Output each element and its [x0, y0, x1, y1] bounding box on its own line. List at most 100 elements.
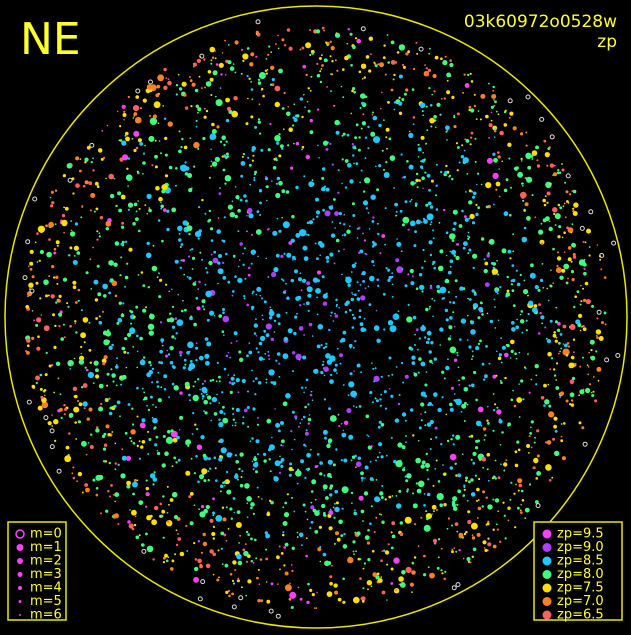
star — [269, 122, 272, 126]
star — [479, 339, 482, 343]
star — [394, 316, 397, 319]
star — [206, 271, 209, 274]
star — [249, 183, 252, 186]
star — [206, 393, 208, 396]
star — [398, 394, 401, 396]
star — [360, 476, 364, 480]
star — [307, 582, 310, 586]
star — [197, 107, 202, 112]
star — [401, 412, 407, 417]
star — [563, 422, 566, 425]
star — [596, 317, 599, 320]
star — [205, 81, 212, 87]
star — [587, 373, 590, 376]
star — [499, 130, 504, 136]
star — [367, 147, 370, 150]
star — [283, 511, 290, 518]
star — [449, 59, 453, 62]
star — [131, 527, 135, 531]
star — [428, 402, 432, 406]
star — [452, 234, 456, 238]
star — [483, 378, 486, 381]
star — [569, 392, 575, 398]
star — [458, 161, 461, 164]
star — [113, 513, 119, 519]
star — [70, 220, 72, 222]
star — [470, 136, 473, 139]
star — [369, 460, 372, 463]
star — [192, 412, 195, 415]
star — [267, 53, 270, 56]
star — [520, 157, 523, 160]
bright-star — [507, 98, 513, 104]
star — [527, 165, 532, 170]
star — [516, 318, 518, 321]
star — [333, 516, 336, 519]
star — [247, 273, 251, 277]
star — [43, 394, 46, 397]
star — [573, 202, 579, 208]
star — [225, 252, 228, 256]
magnitude-legend-box — [7, 521, 67, 621]
star — [73, 406, 80, 413]
star — [138, 440, 141, 443]
star — [127, 95, 130, 99]
star — [246, 516, 249, 518]
star — [315, 29, 321, 34]
star — [155, 93, 160, 98]
star — [534, 216, 537, 219]
star — [544, 399, 550, 405]
star — [374, 496, 381, 503]
star — [307, 422, 310, 425]
star — [428, 350, 432, 354]
star — [138, 229, 141, 233]
star — [135, 210, 138, 213]
star — [424, 336, 427, 339]
star — [85, 368, 89, 372]
star — [451, 239, 455, 242]
star — [347, 163, 352, 168]
star — [132, 492, 136, 496]
star — [148, 438, 152, 441]
star — [283, 546, 287, 549]
star — [425, 307, 429, 312]
star — [172, 437, 178, 443]
star — [417, 348, 419, 351]
star — [449, 316, 453, 320]
star — [590, 391, 593, 394]
star — [117, 523, 120, 525]
star — [308, 220, 314, 225]
star — [435, 194, 438, 197]
star — [85, 487, 90, 493]
star — [440, 443, 443, 446]
star — [208, 260, 213, 266]
star — [443, 503, 447, 507]
star — [403, 175, 406, 179]
star — [158, 140, 161, 142]
star — [246, 354, 249, 358]
star — [205, 360, 210, 366]
star — [331, 163, 334, 166]
star — [51, 364, 54, 367]
star — [256, 423, 259, 426]
star — [209, 549, 214, 554]
star — [396, 266, 404, 274]
star — [483, 439, 486, 441]
star — [188, 188, 193, 193]
star — [290, 166, 294, 170]
star — [446, 139, 448, 141]
zp-marker — [542, 529, 552, 539]
star — [469, 561, 472, 564]
star — [70, 229, 73, 232]
star — [146, 545, 154, 553]
star — [126, 480, 131, 486]
star — [266, 418, 272, 424]
star — [350, 459, 353, 462]
star — [233, 254, 236, 258]
star — [492, 528, 495, 531]
star — [35, 281, 39, 285]
star — [590, 355, 596, 361]
star — [578, 421, 582, 425]
star — [561, 163, 563, 165]
